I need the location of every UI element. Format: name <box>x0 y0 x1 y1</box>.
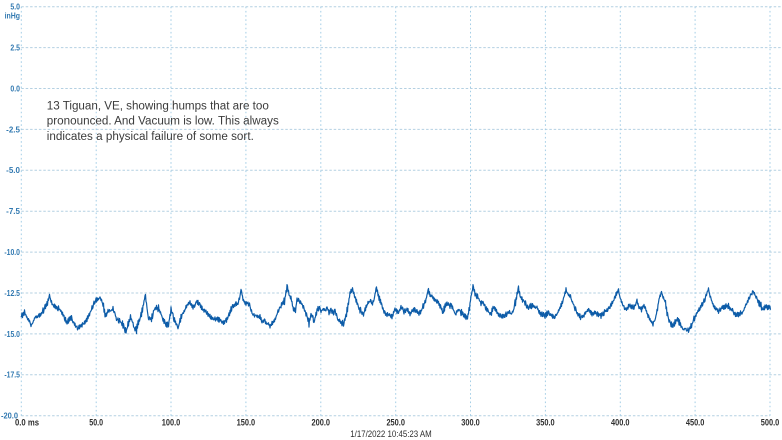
svg-text:0.0: 0.0 <box>10 84 20 93</box>
svg-text:indicates a physical failure o: indicates a physical failure of some sor… <box>47 130 254 143</box>
svg-text:300.0: 300.0 <box>461 417 480 427</box>
svg-text:5.0: 5.0 <box>10 3 20 12</box>
svg-text:-12.5: -12.5 <box>4 289 20 298</box>
svg-text:250.0: 250.0 <box>386 417 405 427</box>
svg-text:13 Tiguan, VE, showing humps t: 13 Tiguan, VE, showing humps that are to… <box>47 99 269 112</box>
svg-text:-10.0: -10.0 <box>4 248 20 257</box>
svg-text:-5.0: -5.0 <box>6 166 20 175</box>
svg-text:2.5: 2.5 <box>10 44 20 53</box>
svg-text:0.0 ms: 0.0 ms <box>15 417 39 427</box>
svg-text:100.0: 100.0 <box>162 417 181 427</box>
svg-text:pronounced. And Vacuum is low.: pronounced. And Vacuum is low. This alwa… <box>47 115 279 128</box>
svg-text:350.0: 350.0 <box>536 417 555 427</box>
svg-text:-7.5: -7.5 <box>6 207 20 216</box>
svg-text:150.0: 150.0 <box>237 417 256 427</box>
svg-text:450.0: 450.0 <box>686 417 705 427</box>
svg-text:400.0: 400.0 <box>611 417 630 427</box>
svg-text:-15.0: -15.0 <box>4 330 20 339</box>
svg-text:-2.5: -2.5 <box>6 125 20 134</box>
svg-text:1/17/2022 10:45:23 AM: 1/17/2022 10:45:23 AM <box>350 429 432 439</box>
svg-text:-20.0: -20.0 <box>1 412 19 421</box>
svg-text:200.0: 200.0 <box>312 417 331 427</box>
svg-text:500.0: 500.0 <box>761 417 780 427</box>
svg-text:50.0: 50.0 <box>89 417 103 427</box>
svg-text:-17.5: -17.5 <box>4 371 20 380</box>
svg-text:inHg: inHg <box>5 12 20 21</box>
